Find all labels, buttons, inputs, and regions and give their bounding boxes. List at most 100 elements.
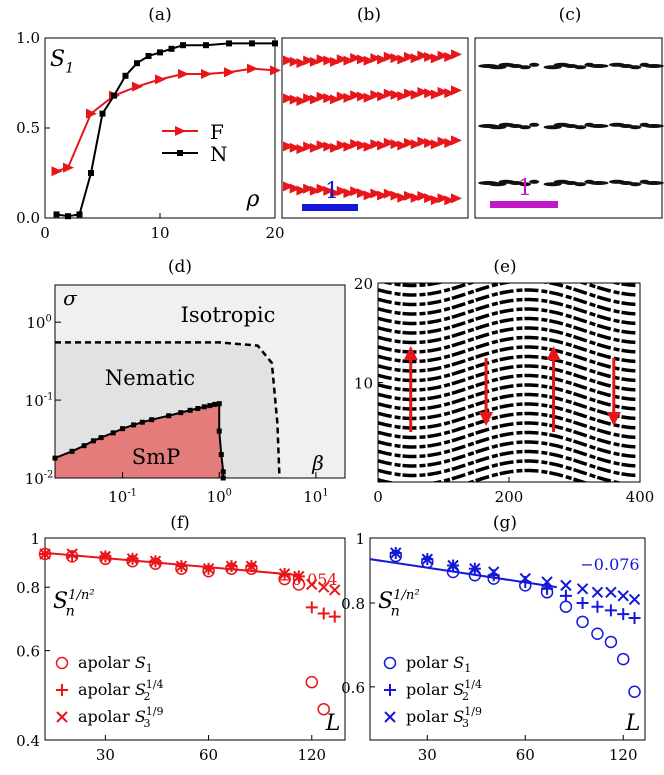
region-smp — [55, 403, 224, 478]
point-g — [469, 562, 481, 575]
point-g — [447, 559, 459, 572]
xtick-label-e: 0 — [373, 488, 383, 506]
smp-point — [201, 404, 207, 410]
arrow-b — [451, 49, 462, 60]
point-g — [617, 590, 629, 602]
rod-c — [643, 124, 664, 128]
point-f — [305, 675, 319, 689]
smp-point — [131, 422, 137, 428]
stripe-e — [466, 468, 589, 482]
legend-label-N: N — [210, 142, 228, 166]
arrow-b — [444, 52, 456, 63]
point-g — [541, 576, 553, 588]
series-line-a-F — [56, 67, 276, 173]
arrow-b — [430, 139, 442, 150]
arrow-b — [309, 56, 321, 67]
xtick-label-e: 400 — [626, 488, 655, 506]
arrow-b — [296, 95, 308, 106]
panel-label-a: (a) — [148, 5, 171, 25]
smp-point — [178, 410, 184, 416]
arrow-b — [383, 188, 395, 199]
scalebar-c — [490, 201, 558, 208]
rod-c — [588, 64, 609, 68]
arrow-b — [283, 93, 294, 104]
axes-g — [369, 537, 646, 741]
point-a-F — [86, 108, 97, 119]
panel-label-f: (f) — [170, 513, 190, 533]
xlabel-d: β — [311, 451, 324, 475]
point-g — [591, 586, 604, 599]
stripe-e — [378, 421, 639, 449]
point-a-F — [63, 162, 74, 173]
xtick-label-g: 120 — [609, 746, 638, 764]
stripe-e — [378, 288, 639, 316]
legend-label-f: apolar S1/9 3 — [78, 705, 163, 730]
arrow-b — [417, 50, 429, 61]
ylabel-f: S1/n² n — [53, 588, 95, 620]
ytick-label-g: 1 — [355, 530, 365, 548]
point-a-F — [270, 65, 281, 76]
point-f — [126, 553, 139, 565]
arrow-b — [417, 191, 429, 201]
arrow-b — [390, 190, 402, 201]
ytick-label-g: 0.6 — [341, 679, 365, 697]
arrow-b — [343, 92, 355, 103]
nematic-boundary — [55, 341, 281, 479]
point-a-F — [51, 166, 63, 177]
point-g — [560, 579, 572, 592]
stripe-e — [378, 354, 639, 383]
rod-c — [588, 181, 609, 185]
arrow-b — [430, 53, 442, 64]
smp-point — [69, 448, 75, 454]
point-a-N — [76, 211, 83, 218]
arrow-b — [303, 93, 315, 104]
stripe-e — [378, 383, 639, 411]
point-g — [519, 572, 531, 585]
rod-c — [519, 125, 531, 130]
smp-point — [90, 438, 96, 444]
point-a-N — [145, 53, 152, 59]
point-g — [591, 627, 604, 640]
arrow-b — [437, 193, 449, 204]
arrow-b — [424, 137, 436, 148]
arrow-b — [309, 142, 321, 153]
legend-label-g: polar S1/4 2 — [406, 678, 482, 703]
stripe-e — [378, 364, 639, 392]
arrow-b — [390, 139, 402, 150]
arrow-b — [403, 190, 415, 201]
stripe-e — [378, 440, 639, 468]
rod-c — [629, 182, 642, 187]
legend-marker-g — [384, 684, 396, 696]
point-g — [591, 600, 604, 613]
point-f — [278, 568, 291, 580]
point-g — [576, 583, 589, 595]
point-a-N — [122, 72, 129, 79]
point-f — [149, 555, 162, 567]
arrow-b — [356, 188, 368, 199]
ytick-label-f: 0.6 — [16, 643, 40, 661]
rod-c — [519, 182, 531, 187]
arrow-b — [303, 55, 315, 66]
arrow-b — [377, 54, 389, 65]
point-g — [576, 615, 589, 629]
point-a-N — [226, 40, 232, 47]
xtick-label-a: 20 — [265, 224, 284, 242]
arrow-b — [370, 90, 382, 101]
smp-point — [207, 403, 213, 409]
arrow-b — [363, 55, 375, 66]
arrow-b — [417, 87, 429, 97]
ytick-label-g: 0.8 — [341, 595, 365, 613]
smp-point — [81, 443, 87, 449]
smp-point — [195, 405, 201, 411]
arrow-b — [370, 188, 382, 199]
point-g — [628, 611, 641, 624]
arrow-b — [397, 54, 409, 65]
point-a-N — [157, 49, 163, 56]
smp-point — [218, 452, 224, 458]
arrow-b — [377, 140, 389, 151]
point-a-N — [168, 45, 175, 52]
fit-label-f: −0.054 — [278, 570, 337, 589]
arrow-b — [289, 142, 301, 153]
point-a-N — [111, 92, 117, 99]
